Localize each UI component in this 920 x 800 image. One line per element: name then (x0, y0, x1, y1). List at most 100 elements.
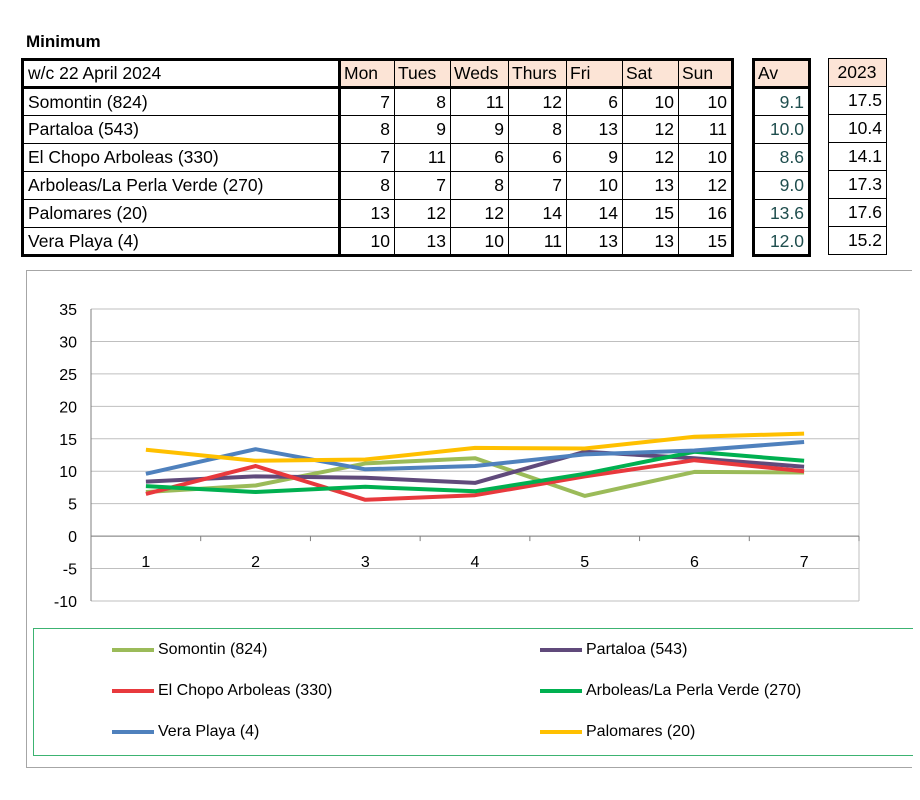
temperature-cell: 10 (678, 87, 733, 116)
table-row: Arboleas/La Perla Verde (270) 8 7 8 7 10 13 12 (22, 171, 733, 200)
temperature-cell: 10 (339, 227, 395, 256)
temperature-cell: 6 (566, 87, 623, 116)
table-header-row: w/c 22 April 2024 Mon Tues Weds Thurs Fri Sat S… (22, 59, 733, 89)
year-2023-cell: 10.4 (828, 114, 887, 143)
temperature-cell: 13 (394, 227, 451, 256)
year-2023-cell: 14.1 (828, 142, 887, 171)
y-tick-label: 5 (68, 497, 77, 514)
table-row: Somontin (824) 7 8 11 12 6 10 10 (22, 87, 733, 116)
temperature-cell: 8 (508, 115, 567, 144)
legend-label: Arboleas/La Perla Verde (270) (586, 682, 802, 699)
temperature-cell: 16 (678, 199, 733, 228)
temperature-cell: 6 (508, 143, 567, 172)
temperature-cell: 12 (622, 115, 679, 144)
temperature-cell: 13 (566, 115, 623, 144)
temperature-cell: 15 (622, 199, 679, 228)
average-cell: 12.0 (753, 227, 810, 256)
station-name: El Chopo Arboleas (330) (22, 143, 341, 172)
x-tick-label: 2 (251, 554, 260, 571)
year-2023-cell: 17.5 (828, 86, 887, 115)
legend-label: El Chopo Arboleas (330) (158, 682, 333, 699)
station-name: Vera Playa (4) (22, 227, 341, 256)
week-label: w/c 22 April 2024 (22, 59, 341, 89)
temperature-cell: 12 (394, 199, 451, 228)
legend-item: Arboleas/La Perla Verde (270) (540, 682, 801, 700)
temperature-cell: 11 (394, 143, 451, 172)
year-2023-cell: 17.3 (828, 170, 887, 199)
legend-label: Palomares (20) (586, 723, 696, 740)
average-table: Av 9.1 10.0 8.6 9.0 13.6 12.0 (752, 58, 811, 257)
y-tick-label: 15 (59, 432, 77, 449)
table-row: Partaloa (543) 8 9 9 8 13 12 11 (22, 115, 733, 144)
temperature-cell: 14 (508, 199, 567, 228)
temperature-cell: 13 (566, 227, 623, 256)
table-row: Vera Playa (4) 10 13 10 11 13 13 15 (22, 227, 733, 256)
year-2023-cell: 15.2 (828, 226, 887, 255)
day-header-sat: Sat (622, 59, 679, 89)
legend-item: Partaloa (543) (540, 641, 687, 659)
temperature-cell: 13 (339, 199, 395, 228)
y-tick-label: 20 (59, 399, 77, 416)
x-tick-label: 4 (471, 554, 480, 571)
y-tick-label: -5 (63, 562, 77, 579)
temperature-cell: 12 (622, 143, 679, 172)
temperature-cell: 10 (622, 87, 679, 116)
series-line-5 (145, 431, 805, 463)
legend-item: Palomares (20) (540, 723, 695, 741)
station-name: Arboleas/La Perla Verde (270) (22, 171, 341, 200)
temperature-cell: 13 (622, 227, 679, 256)
temperature-cell: 7 (508, 171, 567, 200)
temperature-cell: 12 (508, 87, 567, 116)
temperature-cell: 9 (450, 115, 509, 144)
temperature-cell: 9 (394, 115, 451, 144)
legend-swatch (112, 730, 154, 734)
page-title: Minimum (26, 32, 101, 51)
legend-label: Vera Playa (4) (158, 723, 260, 740)
temperature-cell: 15 (678, 227, 733, 256)
year-header: 2023 (828, 58, 887, 87)
temperature-cell: 8 (339, 115, 395, 144)
y-tick-label: 0 (68, 529, 77, 546)
y-tick-label: 35 (59, 302, 77, 319)
average-cell: 9.0 (753, 171, 810, 200)
station-name: Palomares (20) (22, 199, 341, 228)
temperature-cell: 9 (566, 143, 623, 172)
temperature-table: w/c 22 April 2024 Mon Tues Weds Thurs Fri Sat S… (21, 58, 734, 257)
day-header-weds: Weds (450, 59, 509, 89)
average-cell: 8.6 (753, 143, 810, 172)
legend-item: Vera Playa (4) (112, 723, 259, 741)
average-cell: 10.0 (753, 115, 810, 144)
legend-swatch (540, 648, 582, 652)
x-tick-label: 6 (690, 554, 699, 571)
temperature-cell: 13 (622, 171, 679, 200)
legend-swatch (540, 730, 582, 734)
series-line-2 (145, 458, 805, 502)
legend-swatch (112, 689, 154, 693)
temperature-cell: 14 (566, 199, 623, 228)
chart-area: 35 30 25 20 15 10 5 0 -5 -10 1 2 3 4 5 6 7 (26, 270, 912, 768)
series-line-1 (145, 449, 805, 485)
temperature-cell: 11 (450, 87, 509, 116)
temperature-cell: 12 (678, 171, 733, 200)
temperature-cell: 10 (566, 171, 623, 200)
table-row: El Chopo Arboleas (330) 7 11 6 6 9 12 10 (22, 143, 733, 172)
legend-label: Somontin (824) (158, 641, 268, 658)
temperature-cell: 11 (508, 227, 567, 256)
day-header-tues: Tues (394, 59, 451, 89)
table-row: Palomares (20) 13 12 12 14 14 15 16 (22, 199, 733, 228)
temperature-cell: 10 (450, 227, 509, 256)
year-2023-table: 2023 17.5 10.4 14.1 17.3 17.6 15.2 (828, 58, 887, 255)
temperature-cell: 6 (450, 143, 509, 172)
x-tick-label: 5 (580, 554, 589, 571)
temperature-cell: 7 (394, 171, 451, 200)
series-line-4 (145, 440, 805, 476)
temperature-cell: 10 (678, 143, 733, 172)
legend-swatch (112, 648, 154, 652)
temperature-cell: 7 (339, 143, 395, 172)
legend-item: El Chopo Arboleas (330) (112, 682, 332, 700)
station-name: Partaloa (543) (22, 115, 341, 144)
temperature-cell: 8 (450, 171, 509, 200)
temperature-cell: 12 (450, 199, 509, 228)
temperature-cell: 11 (678, 115, 733, 144)
legend-item: Somontin (824) (112, 641, 267, 659)
